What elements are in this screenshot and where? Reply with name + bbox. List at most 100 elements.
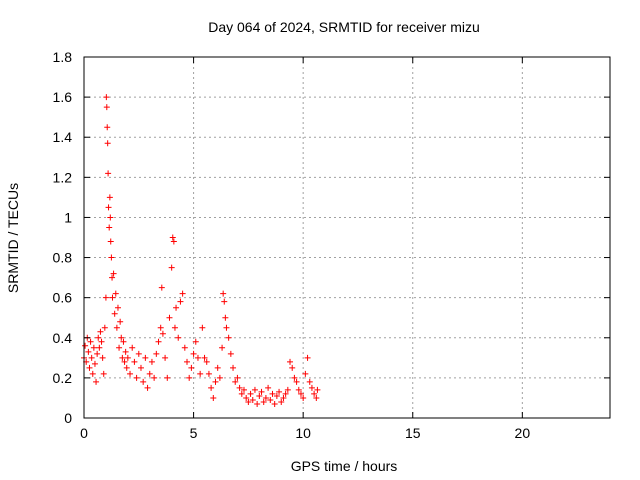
data-point: [236, 384, 243, 391]
data-point: [199, 324, 206, 331]
data-point: [220, 290, 227, 297]
data-point: [300, 394, 307, 401]
data-point: [306, 378, 313, 385]
data-point: [210, 394, 217, 401]
data-point: [105, 170, 112, 177]
data-points: [81, 94, 321, 407]
data-point: [148, 358, 155, 365]
data-point: [287, 358, 294, 365]
data-point: [88, 354, 95, 361]
data-point: [203, 358, 210, 365]
data-point: [159, 330, 166, 337]
data-point: [94, 350, 101, 357]
data-point: [97, 328, 104, 335]
data-point: [278, 398, 285, 405]
y-tick-label: 1.8: [53, 49, 73, 65]
data-point: [106, 194, 113, 201]
data-point: [295, 386, 302, 393]
data-point: [205, 370, 212, 377]
y-tick-label: 0.8: [53, 250, 73, 266]
data-point: [113, 324, 120, 331]
data-point: [297, 390, 304, 397]
data-point: [103, 104, 110, 111]
data-point: [166, 314, 173, 321]
data-point: [293, 378, 300, 385]
data-point: [179, 290, 186, 297]
data-point: [82, 342, 89, 349]
data-point: [137, 364, 144, 371]
data-point: [258, 388, 265, 395]
data-point: [208, 384, 215, 391]
data-point: [249, 396, 256, 403]
data-point: [262, 394, 269, 401]
data-point: [173, 304, 180, 311]
data-point: [153, 350, 160, 357]
data-point: [230, 364, 237, 371]
data-point: [101, 324, 108, 331]
data-point: [227, 350, 234, 357]
x-tick-label: 5: [190, 425, 198, 441]
data-point: [234, 374, 241, 381]
data-point: [256, 392, 263, 399]
data-point: [190, 350, 197, 357]
data-point: [232, 378, 239, 385]
data-point: [117, 318, 124, 325]
data-point: [146, 370, 153, 377]
plot-frame: [83, 56, 611, 419]
data-point: [171, 324, 178, 331]
data-point: [201, 354, 208, 361]
x-tick-label: 20: [515, 425, 531, 441]
data-point: [140, 378, 147, 385]
data-point: [86, 364, 93, 371]
x-axis-label: GPS time / hours: [291, 458, 398, 474]
data-point: [276, 388, 283, 395]
data-point: [105, 204, 112, 211]
data-point: [181, 344, 188, 351]
data-point: [240, 386, 247, 393]
data-point: [107, 214, 114, 221]
data-point: [260, 398, 267, 405]
data-point: [216, 374, 223, 381]
data-point: [133, 374, 140, 381]
data-point: [110, 270, 117, 277]
grid: [84, 57, 610, 418]
data-point: [184, 358, 191, 365]
data-point: [308, 384, 315, 391]
data-point: [116, 344, 123, 351]
x-tick-label: 15: [405, 425, 421, 441]
data-point: [144, 384, 151, 391]
data-point: [122, 348, 129, 355]
data-point: [267, 396, 274, 403]
chart-title: Day 064 of 2024, SRMTID for receiver miz…: [208, 19, 480, 35]
data-point: [311, 390, 318, 397]
data-point: [124, 354, 131, 361]
data-point: [100, 370, 107, 377]
y-tick-label: 0: [64, 410, 72, 426]
data-point: [151, 374, 158, 381]
data-point: [192, 338, 199, 345]
data-point: [142, 354, 149, 361]
data-point: [112, 290, 119, 297]
data-point: [245, 398, 252, 405]
y-tick-label: 1.2: [53, 169, 73, 185]
data-point: [109, 274, 116, 281]
data-point: [106, 224, 113, 231]
data-point: [282, 390, 289, 397]
data-point: [225, 334, 232, 341]
data-point: [221, 298, 228, 305]
data-point: [120, 338, 127, 345]
data-point: [162, 354, 169, 361]
data-point: [186, 374, 193, 381]
data-point: [269, 390, 276, 397]
data-point: [212, 378, 219, 385]
data-point: [157, 324, 164, 331]
data-point: [111, 310, 118, 317]
data-point: [135, 350, 142, 357]
y-tick-label: 0.4: [53, 330, 73, 346]
data-point: [131, 358, 138, 365]
y-axis: 0 0.2 0.4 0.6 0.8 1 1.2 1.4 1.6 1.8: [53, 49, 610, 426]
data-point: [194, 354, 201, 361]
y-tick-label: 1: [64, 209, 72, 225]
data-point: [291, 374, 298, 381]
data-point: [99, 354, 106, 361]
